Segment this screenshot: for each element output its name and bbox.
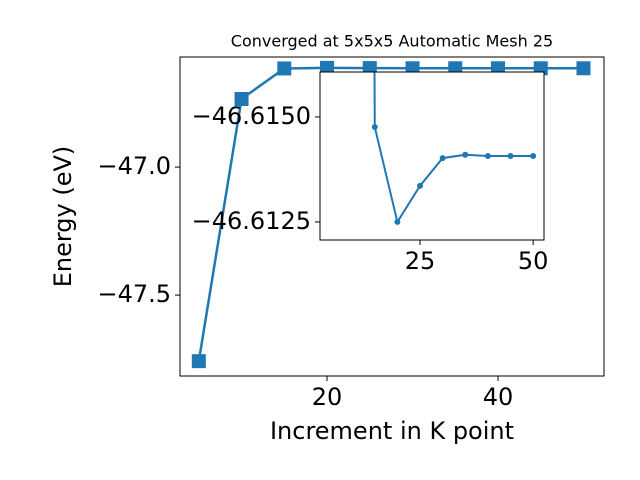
marker xyxy=(507,153,514,159)
marker xyxy=(394,218,401,225)
axes-frame xyxy=(179,56,605,377)
marker xyxy=(417,182,424,189)
y-axis-label: Energy (eV) xyxy=(49,146,77,288)
marker xyxy=(234,91,249,106)
marker xyxy=(462,151,469,158)
axes-frame xyxy=(319,71,545,241)
marker xyxy=(371,124,378,131)
marker xyxy=(576,61,591,76)
chart-title: Converged at 5x5x5 Automatic Mesh 25 xyxy=(231,32,553,51)
x-tick-label: 25 xyxy=(405,247,436,275)
x-axis-label: Increment in K point xyxy=(270,417,514,445)
marker xyxy=(530,153,537,159)
x-tick-label: 50 xyxy=(518,247,549,275)
marker xyxy=(484,153,491,159)
x-tick-label: 20 xyxy=(312,383,343,411)
y-tick-label: −47.0 xyxy=(97,152,171,180)
y-tick-label: −46.6125 xyxy=(192,207,311,235)
marker xyxy=(320,60,335,75)
marker xyxy=(191,354,206,369)
series-line xyxy=(197,66,584,362)
y-tick-label: −46.6150 xyxy=(192,102,311,130)
x-tick-label: 40 xyxy=(483,383,514,411)
marker xyxy=(439,155,446,162)
plot-area xyxy=(371,72,537,225)
series-line xyxy=(373,72,534,225)
marker xyxy=(277,61,292,76)
y-tick-label: −47.5 xyxy=(97,280,171,308)
